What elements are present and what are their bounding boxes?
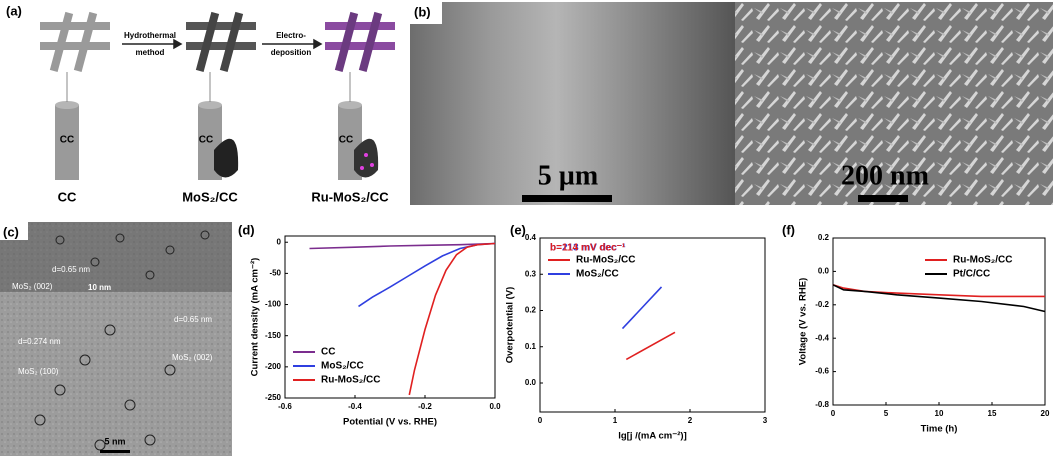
tem-annotation: d=0.65 nm — [52, 265, 90, 274]
panel-label: (a) — [6, 3, 22, 18]
data-line — [833, 285, 1045, 312]
data-line — [623, 287, 662, 329]
legend-label: Ru-MoS₂/CC — [321, 375, 380, 386]
y-tick-label: 0.0 — [818, 267, 830, 276]
y-tick-label: -0.2 — [815, 300, 829, 309]
sample-name: CC — [58, 189, 77, 204]
y-tick-label: 0 — [277, 237, 282, 246]
plot-frame — [285, 236, 495, 398]
y-tick-label: -0.8 — [815, 400, 829, 409]
x-tick-label: 2 — [688, 416, 693, 425]
x-axis-label: Potential (V vs. RHE) — [343, 417, 437, 428]
panel-label: (c) — [3, 224, 19, 239]
arrow-label: deposition — [271, 48, 312, 57]
x-tick-label: -0.6 — [278, 402, 292, 411]
panel-a: (a) Hydrothermal method Electro- deposit… — [6, 3, 395, 204]
y-tick-label: 0.3 — [525, 269, 537, 278]
scale-label: 5 µm — [538, 160, 598, 191]
sample-name: Ru-MoS₂/CC — [311, 189, 389, 204]
arrow-label: method — [136, 48, 165, 57]
x-tick-label: 15 — [988, 409, 997, 418]
legend-label: Ru-MoS₂/CC — [576, 255, 635, 266]
scale-label: 5 nm — [104, 436, 125, 446]
scale-bar — [858, 195, 908, 202]
legend-label: MoS₂/CC — [576, 269, 619, 280]
y-tick-label: 0.2 — [525, 306, 537, 315]
panel-label: (d) — [238, 222, 255, 237]
y-tick-label: -0.4 — [815, 333, 829, 342]
plot-frame — [833, 238, 1045, 405]
panel-label: (b) — [414, 4, 431, 19]
panel-label: (f) — [782, 222, 795, 237]
tem-annotation: d=0.65 nm — [174, 315, 212, 324]
x-tick-label: -0.4 — [348, 402, 362, 411]
scale-bar — [522, 195, 612, 202]
x-axis-label: Time (h) — [921, 424, 958, 435]
y-axis-label: Overpotential (V) — [505, 287, 516, 364]
carbon-cloth-icon — [40, 12, 395, 180]
tem-annotation: MoS₂ (002) — [12, 282, 53, 291]
cylinder-label: CC — [199, 135, 213, 146]
plot-frame — [540, 238, 765, 412]
legend-label: Pt/C/CC — [953, 269, 990, 280]
data-line — [626, 332, 675, 359]
x-tick-label: -0.2 — [418, 402, 432, 411]
x-tick-label: 0 — [538, 416, 543, 425]
tem-annotation: MoS₂ (100) — [18, 367, 59, 376]
arrow-label: Hydrothermal — [124, 31, 176, 40]
sample-name: MoS₂/CC — [182, 189, 238, 204]
tem-annotation: MoS₂ (002) — [172, 353, 213, 362]
scale-bar — [100, 450, 130, 453]
y-tick-label: -100 — [265, 300, 282, 309]
figure: (a) Hydrothermal method Electro- deposit… — [0, 0, 1053, 456]
panel-c: (c) d=0.65 nm MoS₂ (002) 10 nm d=0.274 n… — [0, 222, 232, 456]
y-axis-label: Voltage (V vs. RHE) — [798, 278, 809, 365]
x-tick-label: 5 — [884, 409, 889, 418]
x-tick-label: 20 — [1041, 409, 1050, 418]
scale-label: 200 nm — [841, 160, 929, 191]
y-tick-label: -0.6 — [815, 367, 829, 376]
y-tick-label: 0.1 — [525, 342, 537, 351]
x-tick-label: 3 — [763, 416, 768, 425]
x-axis-label: lg[j /(mA cm⁻²)] — [618, 431, 687, 442]
annotation: b=114 mV dec⁻¹ — [550, 243, 626, 254]
data-line — [409, 244, 495, 395]
panel-b: (b) 5 µm 200 nm — [410, 2, 1053, 205]
legend-label: CC — [321, 347, 335, 358]
y-tick-label: 0.0 — [525, 378, 537, 387]
tem-annotation: d=0.274 nm — [18, 337, 61, 346]
legend-label: MoS₂/CC — [321, 361, 364, 372]
y-tick-label: -150 — [265, 331, 282, 340]
cylinder-label: CC — [60, 135, 74, 146]
y-axis-label: Current density (mA cm⁻²) — [250, 258, 261, 377]
x-tick-label: 0.0 — [489, 402, 501, 411]
panel-label: (e) — [510, 222, 526, 237]
y-tick-label: -250 — [265, 393, 282, 402]
x-tick-label: 1 — [613, 416, 618, 425]
tem-annotation: 10 nm — [88, 283, 111, 292]
legend-label: Ru-MoS₂/CC — [953, 255, 1012, 266]
x-tick-label: 10 — [935, 409, 944, 418]
data-line — [359, 244, 496, 307]
x-tick-label: 0 — [831, 409, 836, 418]
cylinder-label: CC — [339, 135, 353, 146]
y-tick-label: 0.4 — [525, 233, 537, 242]
y-tick-label: -50 — [269, 268, 281, 277]
y-tick-label: 0.2 — [818, 233, 830, 242]
arrow-label: Electro- — [276, 31, 306, 40]
y-tick-label: -200 — [265, 362, 282, 371]
